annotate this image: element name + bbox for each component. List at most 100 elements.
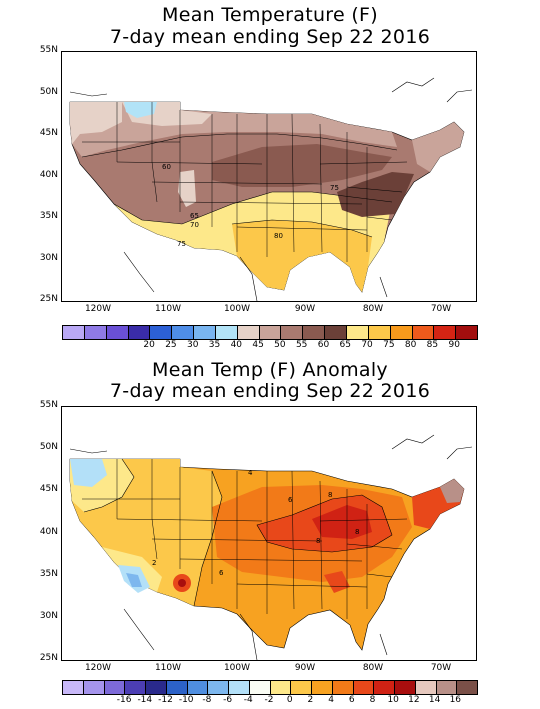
map1-title-line1: Mean Temperature (F) <box>162 4 378 26</box>
map2-lon-label: 70W <box>430 663 452 673</box>
map2-colorbar-label: 16 <box>449 695 462 705</box>
map1-colorbar-swatch <box>259 326 282 339</box>
map1-colorbar-label: 60 <box>317 340 330 350</box>
map1-contour-label: 75 <box>177 240 186 248</box>
map2-contour-label: 8 <box>355 528 359 536</box>
map1-colorbar-swatch <box>172 326 195 339</box>
map2-colorbar-swatch <box>457 681 477 694</box>
map2-colorbar-swatch <box>332 681 354 694</box>
map2-coastlines <box>69 434 473 660</box>
map1-northeast <box>412 122 464 172</box>
map1-colorbar-label: 70 <box>361 340 373 350</box>
map1-colorbar-swatch <box>215 326 238 339</box>
map1-colorbar-label: 50 <box>274 340 286 350</box>
map1-title-line2: 7-day mean ending Sep 22 2016 <box>109 26 431 48</box>
map2-colorbar-swatch <box>353 681 375 694</box>
map2-contour-label: 4 <box>248 469 253 477</box>
map2-lat-label: 50N <box>39 442 58 453</box>
map2-colorbar-swatch <box>291 681 312 694</box>
map1-lon-label: 70W <box>430 304 452 314</box>
map1-orange-region <box>232 220 372 292</box>
map2-contour-label: 8 <box>328 491 332 499</box>
map2-colorbar-label: -2 <box>264 695 274 705</box>
map2-colorbar-label: 6 <box>348 695 355 705</box>
map2-colorbar-label: -4 <box>243 695 253 705</box>
map2-lon-label: 100W <box>223 663 251 673</box>
map1-colorbar-swatch <box>63 326 85 339</box>
map2-colorbar-swatch <box>270 681 292 694</box>
map2-colorbar-swatch <box>312 681 333 694</box>
map1-lat-label: 35N <box>39 211 58 221</box>
map2-contour-label: 6 <box>219 569 224 577</box>
map2-contour-label: 6 <box>288 496 293 504</box>
map2-lat-label: 55N <box>39 400 58 410</box>
map1-state-lines <box>82 102 408 262</box>
map1-colorbar-label: 80 <box>404 340 417 350</box>
map2-colorbar-label: 14 <box>428 695 441 705</box>
map2-colorbar-label: -8 <box>202 695 212 705</box>
map2-colorbar-swatch <box>125 681 146 694</box>
map1-colorbar-swatch <box>456 326 478 339</box>
map1-colorbar-swatch <box>237 326 260 339</box>
map2-colorbar-swatch <box>229 681 250 694</box>
map1-contour-label: 60 <box>162 163 171 171</box>
map1-colorbar-swatch <box>150 326 173 339</box>
map2-colorbar-swatch <box>374 681 395 694</box>
map2-colorbar-swatch <box>208 681 229 694</box>
map1-rockies-pale <box>178 170 196 207</box>
map2-colorbar-swatch <box>395 681 416 694</box>
map1-colorbar-label: 40 <box>230 340 243 350</box>
map1-colorbar-swatch <box>128 326 151 339</box>
map1-lon-label: 120W <box>84 304 112 314</box>
map2-lon-label: 120W <box>84 663 112 673</box>
map2-contours <box>83 458 393 607</box>
map1-lon-label: 100W <box>223 304 251 314</box>
map2-state-lines <box>82 459 408 619</box>
map2-colorbar-label: 10 <box>387 695 399 705</box>
map1-colorbar-label: 75 <box>383 340 395 350</box>
map2-colorbar-label: 0 <box>286 695 293 705</box>
map2-colorbar-swatch <box>63 681 84 694</box>
map2-colorbar-swatch <box>146 681 167 694</box>
map1-colorbar-swatch <box>325 326 347 339</box>
map2-pnw-cool <box>70 459 107 487</box>
map1-panel: 60 65 70 75 75 80 <box>61 51 477 302</box>
map2-lon-label: 80W <box>362 663 384 673</box>
map2-lat-label: 25N <box>39 653 58 663</box>
map1-contours <box>81 133 398 238</box>
map1-lon-label: 90W <box>294 304 316 314</box>
map1-colorbar-swatch <box>84 326 107 339</box>
map1-colorbar-label: 25 <box>165 340 177 350</box>
map2-lon-label: 110W <box>154 663 182 673</box>
map2-colorbar-label: -10 <box>178 695 194 705</box>
map1-colorbar-label: 35 <box>208 340 221 350</box>
map1-colorbar-swatch <box>412 326 435 339</box>
map2-ne-pink <box>440 479 464 503</box>
map2-colorbar-swatch <box>187 681 209 694</box>
map2-lat-label: 40N <box>39 526 58 537</box>
map1-colorbar-swatch <box>390 326 413 339</box>
map1-contour-label: 75 <box>330 184 339 192</box>
map2-nm-hotcore <box>178 579 186 587</box>
map2-south-pocket <box>324 571 350 593</box>
map1-colorbar-swatch <box>346 326 369 339</box>
map1-colorbar-swatch <box>303 326 326 339</box>
map2-svg: 4 6 8 8 8 6 2 <box>69 434 473 660</box>
map2-sw-cooler <box>126 573 142 587</box>
map1-colorbar-label: 20 <box>143 340 155 350</box>
map1-colorbar-label: 55 <box>295 340 308 350</box>
map2-colorbar-label: 12 <box>408 695 420 705</box>
map2-contour-label: 2 <box>152 559 156 567</box>
map2-colorbar-swatch <box>249 681 271 694</box>
map2-contour-label: 8 <box>316 537 320 545</box>
map2-midwest-deep <box>312 505 372 539</box>
map2-colorbar-label: -14 <box>137 695 153 705</box>
map1-svg: 60 65 70 75 75 80 <box>69 77 473 301</box>
map1-colorbar <box>62 325 478 340</box>
map1-cool-pocket <box>124 102 157 118</box>
map2-panel: 4 6 8 8 8 6 2 <box>61 406 477 661</box>
map2-colorbar-label: -6 <box>223 695 233 705</box>
map2-title-line1: Mean Temp (F) Anomaly <box>152 359 388 381</box>
map1-lat-label: 30N <box>39 252 58 263</box>
map1-colorbar-swatch <box>281 326 304 339</box>
